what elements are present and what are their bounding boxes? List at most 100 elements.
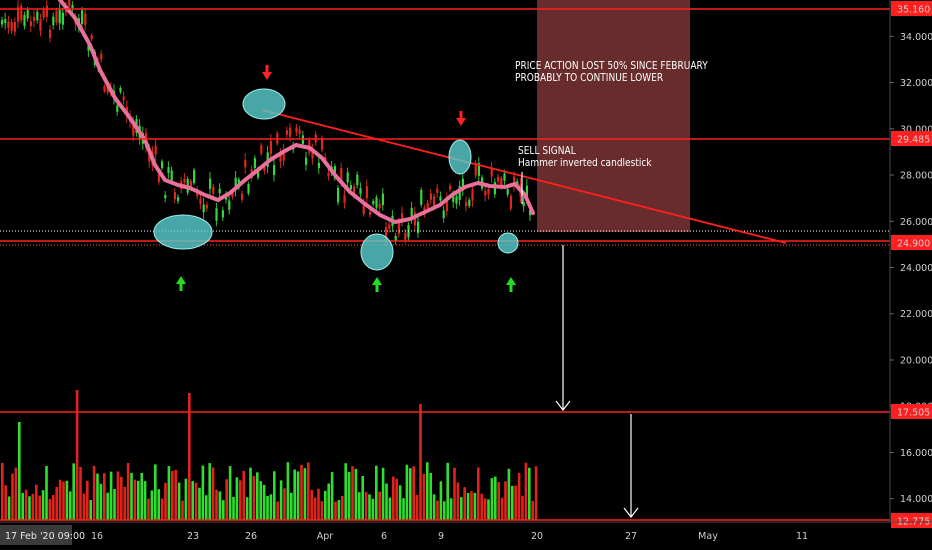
- candle-body: [484, 190, 487, 196]
- volume-bar: [347, 471, 351, 520]
- signal-arrows: [176, 65, 516, 292]
- candle-body: [161, 161, 164, 169]
- level-badge: [891, 235, 932, 250]
- candle-body: [177, 197, 180, 202]
- volume-bar: [245, 497, 249, 520]
- volume-bar: [279, 480, 283, 520]
- cursor-date-badge: 17 Feb '20 09:00: [0, 525, 85, 545]
- candle-body: [295, 127, 298, 133]
- volume-bar: [388, 497, 392, 520]
- candle-body: [279, 155, 282, 162]
- candle-body: [39, 19, 42, 32]
- volume-bar: [89, 500, 92, 520]
- candle-body: [87, 45, 90, 51]
- volume-bar: [140, 472, 143, 520]
- time-axis[interactable]: 16 23 26 Apr 6 9 20 27 May 11 17 Feb '20 09:00: [0, 521, 932, 545]
- volume-bar: [453, 467, 456, 520]
- volume-bar: [92, 465, 96, 520]
- volume-bar: [31, 493, 35, 520]
- candle-body: [273, 165, 276, 175]
- volume-bar: [385, 483, 388, 520]
- volume-bar: [86, 480, 89, 520]
- candle-body: [49, 29, 52, 39]
- volume-bar: [225, 479, 228, 520]
- volume-bar: [368, 494, 371, 520]
- volume-bar: [198, 487, 201, 520]
- candle-body: [509, 195, 512, 209]
- volume-bar: [412, 466, 415, 520]
- candle-body: [381, 193, 384, 206]
- candle-body: [26, 10, 29, 19]
- candle-body: [311, 149, 314, 159]
- sell-signal-title: SELL SIGNAL: [518, 145, 576, 157]
- volume-bar: [65, 480, 69, 520]
- candle-body: [343, 195, 346, 203]
- volume-bar: [143, 481, 147, 520]
- candle-body: [461, 178, 464, 191]
- candle-body: [29, 21, 32, 27]
- level-badge: [891, 1, 932, 16]
- candle-body: [436, 188, 439, 193]
- candle-body: [263, 166, 266, 172]
- x-tick-label: 9: [438, 531, 444, 542]
- volume-bar: [330, 472, 334, 520]
- candle-body: [241, 193, 244, 200]
- candle-body: [372, 201, 375, 205]
- volume-bar: [38, 495, 41, 520]
- candle-body: [455, 196, 458, 204]
- candle-body: [506, 189, 509, 195]
- candle-body: [401, 213, 404, 220]
- volume-bar: [218, 491, 222, 520]
- candle-body: [228, 200, 231, 210]
- price-axis[interactable]: 34.000 32.000 30.000 28.000 26.000 24.000 22.0…: [889, 0, 932, 550]
- box-annotation: PRICE ACTION LOST 50% SINCE FEBRUARY PRO…: [515, 60, 708, 84]
- candle-body: [420, 189, 423, 205]
- volume-bar: [415, 494, 419, 520]
- volume-bar: [242, 471, 245, 520]
- candle-body: [490, 168, 493, 177]
- candle-body: [209, 178, 212, 189]
- candle-body: [253, 158, 256, 169]
- candle-body: [231, 192, 234, 197]
- candle-body: [154, 145, 157, 155]
- candle-body: [42, 9, 45, 18]
- volume-bar: [18, 422, 21, 520]
- candle-body: [522, 202, 525, 207]
- y-tick-label: 32.000: [900, 78, 932, 89]
- candle-body: [385, 227, 388, 241]
- y-tick-label: 16.000: [900, 448, 932, 459]
- volume-bar: [177, 482, 181, 520]
- candle-body: [465, 201, 468, 207]
- volume-bar: [262, 484, 266, 520]
- candle-body: [244, 160, 247, 168]
- candle-body: [202, 204, 205, 213]
- candle-body: [55, 10, 58, 23]
- candle-body: [362, 201, 365, 215]
- volume-bar: [154, 464, 157, 520]
- volume-bar: [436, 500, 439, 520]
- volume-bar: [303, 468, 307, 520]
- volume-bar: [157, 489, 160, 520]
- candle-body: [410, 207, 413, 218]
- volume-bar: [429, 472, 432, 520]
- volume-bar: [341, 495, 344, 520]
- candle-body: [500, 178, 503, 189]
- candle-body: [497, 176, 500, 182]
- volume-bar: [72, 463, 75, 520]
- highlight-support-1: [153, 214, 213, 250]
- candle-body: [103, 86, 106, 92]
- candle-body: [212, 186, 215, 194]
- volume-bar: [364, 491, 368, 520]
- level-badge-label: 35.160: [897, 5, 930, 16]
- candle-body: [285, 130, 288, 135]
- candle-body: [205, 204, 208, 209]
- highlight-support-3: [497, 232, 519, 254]
- candle-body: [513, 176, 516, 187]
- candle-body: [173, 192, 176, 200]
- volume-bar: [123, 486, 126, 520]
- volume-bar: [259, 481, 262, 520]
- volume-bar: [371, 498, 375, 520]
- candle-body: [289, 127, 292, 137]
- volume-bar: [500, 497, 504, 520]
